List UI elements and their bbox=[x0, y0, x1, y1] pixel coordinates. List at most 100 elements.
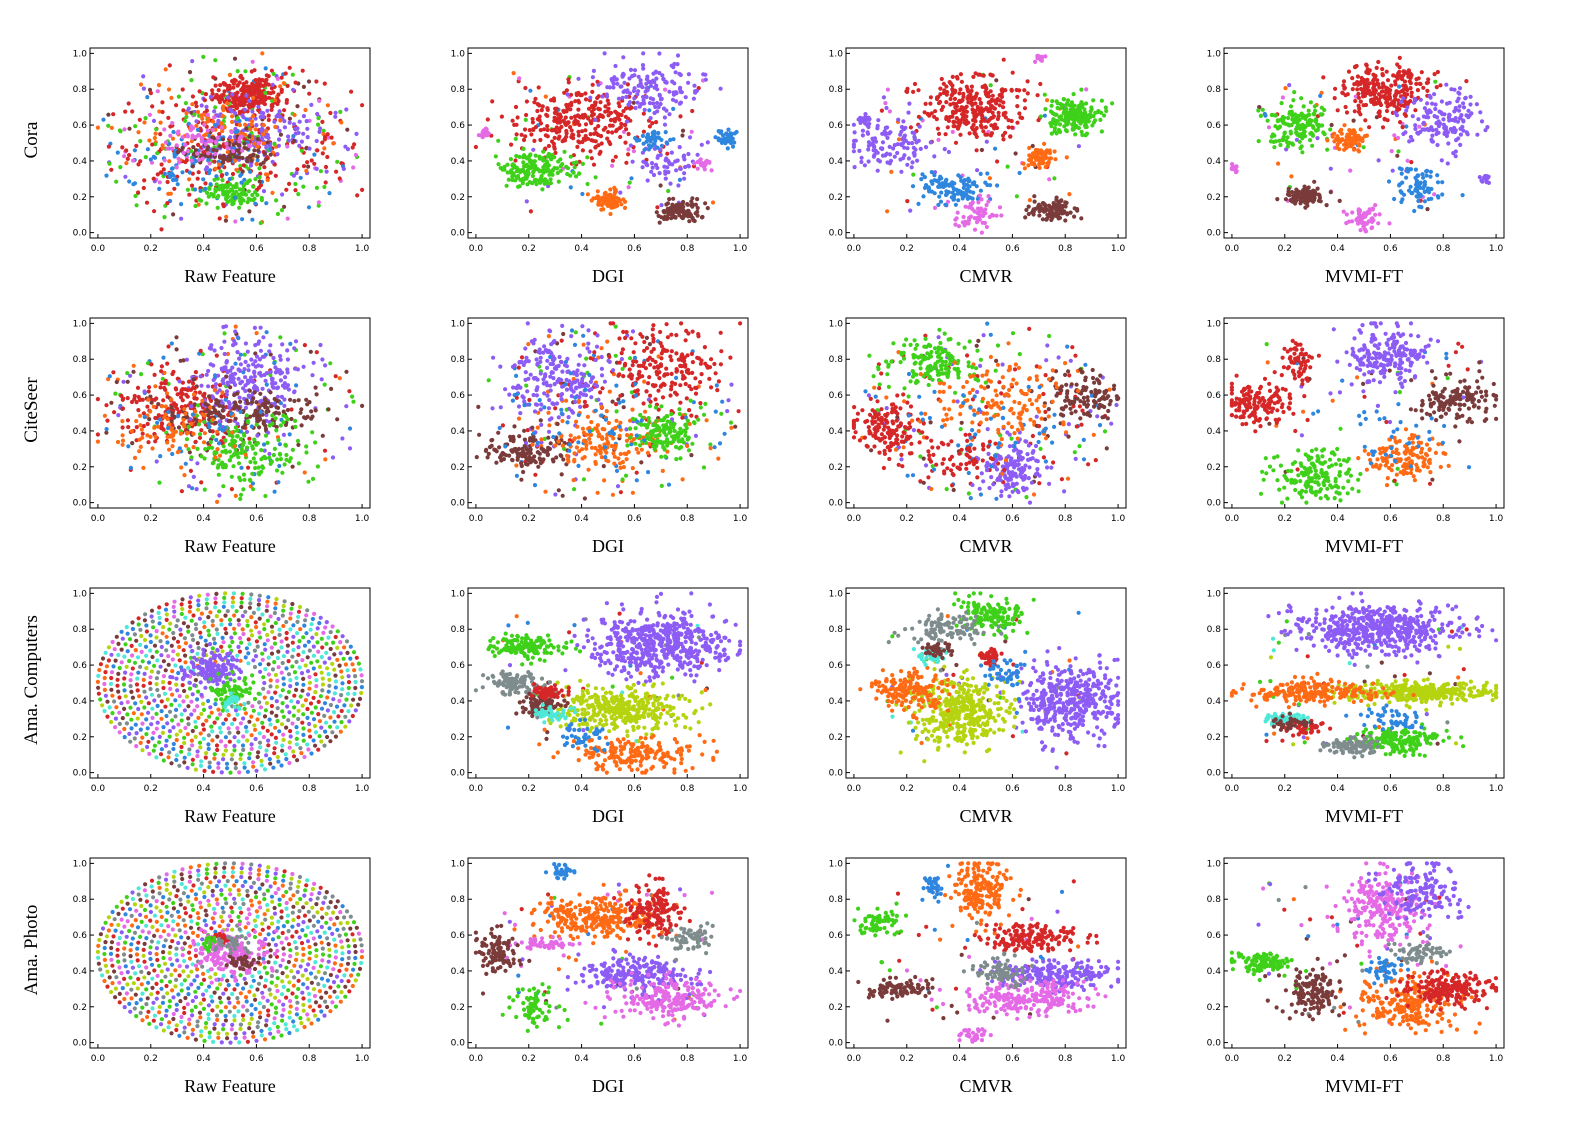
cluster-point bbox=[616, 96, 621, 101]
cluster-point bbox=[1049, 208, 1054, 213]
cluster-point bbox=[482, 129, 487, 134]
background-point bbox=[157, 109, 162, 114]
background-point bbox=[143, 155, 148, 160]
cluster-point bbox=[262, 102, 267, 107]
background-point bbox=[290, 447, 295, 452]
cluster-point bbox=[568, 125, 573, 130]
cluster-point bbox=[106, 123, 111, 128]
background-point bbox=[109, 125, 114, 130]
cluster-point bbox=[266, 82, 271, 87]
cluster-point bbox=[1059, 207, 1064, 212]
cluster-point bbox=[151, 176, 156, 181]
background-point bbox=[290, 72, 295, 77]
cluster-point bbox=[971, 122, 976, 127]
cluster-point bbox=[537, 103, 542, 108]
cluster-point bbox=[1399, 99, 1404, 104]
cluster-point bbox=[241, 163, 246, 168]
cluster-point bbox=[641, 66, 646, 71]
cluster-point bbox=[232, 104, 237, 109]
background-point bbox=[145, 95, 150, 100]
noise-point bbox=[945, 199, 951, 204]
background-point bbox=[306, 205, 312, 210]
cluster-point bbox=[933, 109, 938, 114]
cluster-point bbox=[322, 81, 327, 86]
cluster-point bbox=[261, 141, 266, 146]
cluster-point bbox=[242, 177, 247, 182]
cluster-point bbox=[1485, 125, 1490, 130]
cluster-point bbox=[863, 112, 868, 117]
cluster-point bbox=[651, 97, 656, 102]
y-tick-label: 0.2 bbox=[73, 193, 87, 203]
cluster-point bbox=[249, 69, 254, 74]
noise-point bbox=[528, 88, 533, 93]
cluster-point bbox=[1055, 105, 1060, 111]
cluster-point bbox=[221, 108, 226, 113]
cluster-point bbox=[1429, 186, 1434, 192]
cluster-point bbox=[1057, 215, 1062, 220]
cluster-point bbox=[999, 94, 1004, 99]
cluster-point bbox=[622, 80, 627, 85]
cluster-point bbox=[189, 183, 195, 188]
cluster-point bbox=[255, 154, 260, 159]
cluster-point bbox=[1414, 81, 1419, 86]
background-point bbox=[277, 442, 282, 447]
cluster-point bbox=[171, 369, 176, 374]
cluster-point bbox=[1432, 92, 1437, 97]
cluster-point bbox=[253, 127, 258, 132]
cluster-point bbox=[677, 101, 682, 106]
background-point bbox=[114, 179, 119, 184]
cluster-point bbox=[906, 141, 911, 146]
background-point bbox=[195, 461, 200, 466]
cluster-point bbox=[246, 103, 251, 108]
y-tick-label: 0.6 bbox=[451, 121, 466, 131]
cluster-point bbox=[204, 201, 209, 206]
cluster-point bbox=[118, 165, 123, 170]
cluster-point bbox=[207, 161, 212, 166]
cluster-point bbox=[1300, 122, 1305, 127]
cluster-point bbox=[276, 92, 281, 97]
cluster-point bbox=[1088, 112, 1093, 117]
cluster-point bbox=[274, 198, 279, 203]
cluster-point bbox=[283, 71, 288, 76]
cluster-point bbox=[328, 110, 333, 116]
cluster-point bbox=[502, 167, 507, 172]
scatter-plot: 0.0 0.2 0.4 0.6 0.8 1.00.00.20.40.60.81.0 bbox=[73, 317, 371, 524]
background-point bbox=[353, 152, 358, 158]
cluster-point bbox=[1362, 134, 1368, 139]
noise-point bbox=[1067, 192, 1072, 197]
cluster-point bbox=[923, 101, 928, 106]
cluster-point bbox=[242, 190, 247, 195]
background-point bbox=[123, 174, 128, 179]
cluster-point bbox=[205, 128, 210, 133]
cluster-point bbox=[350, 145, 355, 150]
background-point bbox=[109, 167, 114, 172]
cluster-point bbox=[1054, 197, 1059, 202]
cluster-point bbox=[188, 417, 193, 422]
cluster-point bbox=[175, 392, 180, 397]
cluster-point bbox=[674, 203, 679, 208]
cluster-point bbox=[1358, 127, 1363, 132]
cluster-point bbox=[952, 96, 958, 101]
cluster-point bbox=[1306, 108, 1311, 113]
cluster-point bbox=[195, 127, 200, 132]
cluster-point bbox=[209, 343, 214, 348]
y-tick-label: 0.0 bbox=[829, 229, 844, 239]
cluster-point bbox=[979, 197, 984, 202]
cluster-point bbox=[255, 192, 260, 198]
noise-point bbox=[1266, 125, 1272, 130]
cluster-point bbox=[595, 95, 600, 101]
cluster-point bbox=[1305, 203, 1310, 208]
cluster-point bbox=[292, 138, 297, 144]
cluster-point bbox=[1401, 96, 1406, 101]
cluster-point bbox=[200, 156, 205, 161]
cluster-point bbox=[180, 145, 185, 150]
cluster-point bbox=[558, 114, 563, 119]
noise-point bbox=[680, 128, 686, 133]
cluster-point bbox=[1344, 221, 1349, 226]
cluster-point bbox=[1064, 106, 1069, 111]
cluster-point bbox=[1038, 81, 1043, 87]
cluster-point bbox=[329, 135, 334, 140]
cluster-point bbox=[1384, 108, 1390, 114]
cluster-point bbox=[895, 150, 900, 156]
cluster-point bbox=[301, 131, 306, 136]
